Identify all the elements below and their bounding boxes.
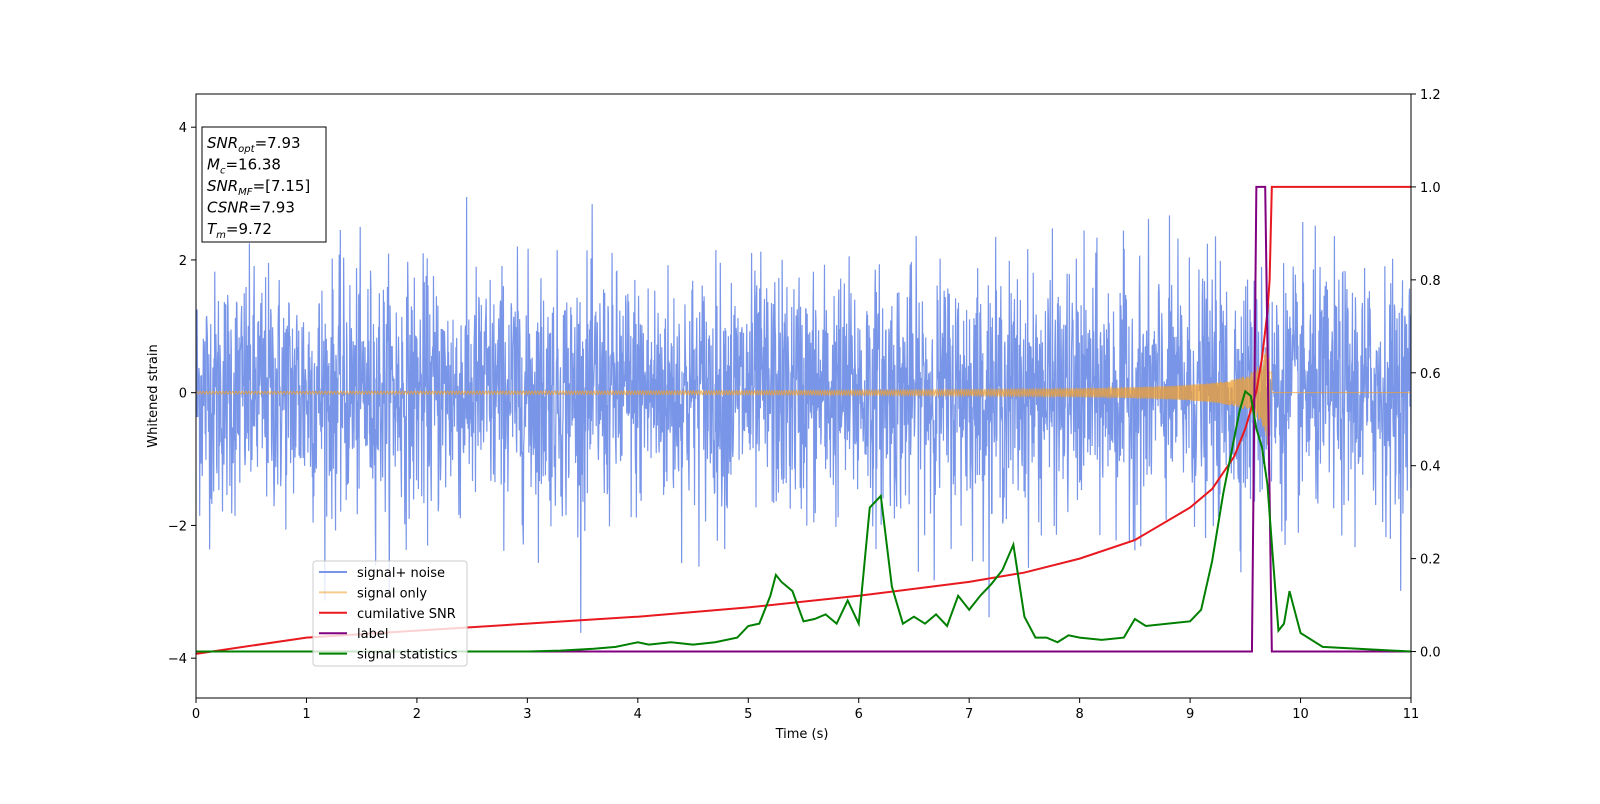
y-left-tick-label: 2 <box>179 254 187 269</box>
x-tick-label: 9 <box>1186 707 1194 722</box>
y-right-tick-label: 1.0 <box>1420 181 1441 196</box>
x-tick-label: 7 <box>965 707 973 722</box>
y-right-tick-label: 0.6 <box>1420 367 1441 382</box>
y-left-tick-label: −4 <box>168 652 187 667</box>
legend: signal+ noise signal only cumilative SNR la… <box>313 561 467 666</box>
x-axis-label: Time (s) <box>775 727 829 742</box>
legend-label: signal statistics <box>357 648 458 663</box>
annotation-line: CSNR=7.93 <box>207 199 295 217</box>
annotation-box: SNRopt=7.93Mc=16.38SNRMF=[7.15]CSNR=7.93… <box>202 127 326 242</box>
x-tick-label: 2 <box>413 707 421 722</box>
y-left-axis-ticks: −4 −2 0 2 4 <box>168 121 196 667</box>
legend-label: cumilative SNR <box>357 607 456 622</box>
annotation-line: SNRMF=[7.15] <box>207 177 310 198</box>
legend-label: signal only <box>357 586 427 601</box>
y-right-tick-label: 1.2 <box>1420 88 1441 103</box>
y-left-tick-label: −2 <box>168 519 187 534</box>
x-tick-label: 10 <box>1292 707 1309 722</box>
x-tick-label: 11 <box>1403 707 1420 722</box>
y-left-tick-label: 4 <box>179 121 187 136</box>
x-tick-label: 0 <box>192 707 200 722</box>
x-tick-label: 1 <box>302 707 310 722</box>
y-right-tick-label: 0.4 <box>1420 460 1441 475</box>
y-axis-label: Whitened strain <box>146 344 161 447</box>
y-right-tick-label: 0.2 <box>1420 553 1441 568</box>
legend-label: label <box>357 627 388 642</box>
x-axis-ticks: 0 1 2 3 4 5 6 7 8 9 10 11 <box>192 698 1419 722</box>
y-right-tick-label: 0.8 <box>1420 274 1441 289</box>
x-tick-label: 4 <box>634 707 642 722</box>
x-tick-label: 5 <box>744 707 752 722</box>
legend-label: signal+ noise <box>357 566 445 581</box>
y-left-tick-label: 0 <box>179 387 187 402</box>
x-tick-label: 8 <box>1075 707 1083 722</box>
annotation-line: Mc=16.38 <box>207 156 281 177</box>
y-right-axis-ticks: 0.0 0.2 0.4 0.6 0.8 1.0 1.2 <box>1411 88 1441 661</box>
y-right-tick-label: 0.0 <box>1420 646 1441 661</box>
x-tick-label: 6 <box>855 707 863 722</box>
annotation-line: SNRopt=7.93 <box>207 134 301 155</box>
x-tick-label: 3 <box>523 707 531 722</box>
